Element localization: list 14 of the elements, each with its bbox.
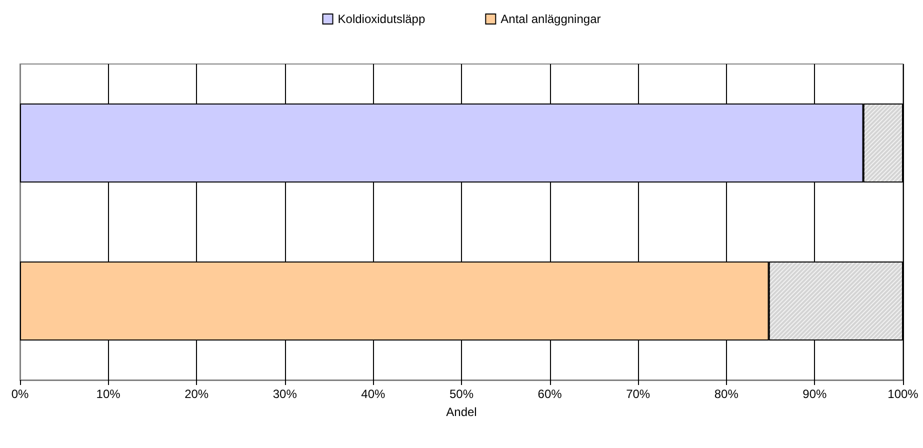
- x-tick-label: 90%: [802, 387, 828, 401]
- legend-label: Koldioxidutsläpp: [338, 12, 426, 26]
- x-tick-label: 70%: [626, 387, 650, 401]
- x-tick-label: 20%: [184, 387, 209, 401]
- x-tick-label: 30%: [272, 387, 298, 401]
- x-tick-label: 60%: [538, 387, 562, 401]
- x-tick-label: 10%: [96, 387, 121, 401]
- x-tick-label: 40%: [361, 387, 386, 401]
- legend-label: Antal anläggningar: [500, 12, 601, 26]
- x-tick-label: 100%: [888, 387, 919, 401]
- x-tick-label: 0%: [11, 387, 29, 401]
- x-tick-label: 50%: [449, 387, 474, 401]
- x-axis-title: Andel: [446, 405, 477, 419]
- x-tick-label: 80%: [714, 387, 739, 401]
